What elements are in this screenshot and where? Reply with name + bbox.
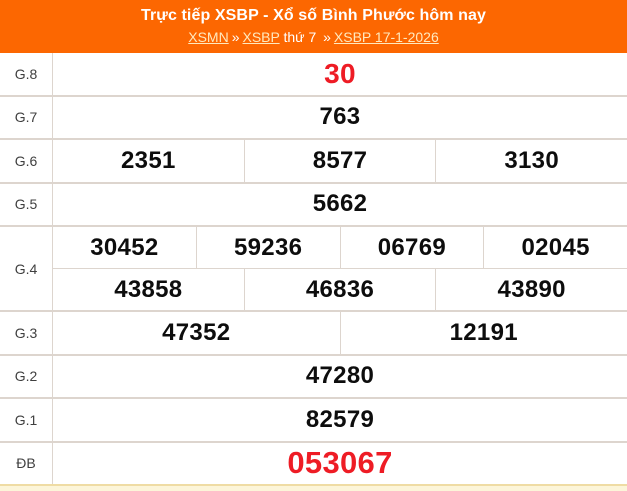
breadcrumb-separator: » [231,29,240,45]
prize-values: 47280 [53,356,627,398]
prize-label-g7: G.7 [0,96,53,138]
header: Trực tiếp XSBP - Xổ số Bình Phước hôm na… [0,0,627,53]
prize-number: 47280 [305,362,375,390]
prize-number: 30 [324,57,356,89]
prize-number: 763 [319,103,361,131]
prize-number: 43858 [114,275,183,303]
breadcrumb: XSMN» XSBP thứ 7 » XSBP 17-1-2026 [0,27,627,47]
prize-row-g1: G.1 82579 [0,397,627,441]
page-title: Trực tiếp XSBP - Xổ số Bình Phước hôm na… [140,7,487,24]
prize-number: 3130 [435,140,627,182]
prize-number: 30452 [90,233,159,261]
prize-number: 06769 [339,227,484,268]
prize-number: 2351 [121,146,176,174]
breadcrumb-separator: » [323,29,331,45]
prize-number: 59236 [195,227,340,268]
prize-label-g5: G.5 [0,183,53,225]
prize-sub-row: 30452 59236 06769 02045 [53,227,627,268]
prize-number: 8577 [243,140,436,182]
prize-row-g2: G.2 47280 [0,353,627,398]
prize-number: 82579 [305,405,375,433]
prize-number: 5662 [312,190,368,218]
prize-label-db: ĐB [0,442,53,484]
prize-row-db: ĐB 053067 [0,440,627,485]
prize-label-g3: G.3 [0,312,53,354]
breadcrumb-weekday: thứ 7 [283,29,317,45]
results-table: G.8 30 G.7 763 G.6 2351 8577 3130 G.5 5662 G.4 3045… [0,53,627,484]
prize-row-g4: G.4 30452 59236 06769 02045 43858 46836 43890 [0,225,627,310]
breadcrumb-link-xsmn[interactable]: XSMN [188,29,229,45]
prize-values: 47352 12191 [53,312,627,354]
prize-label-g6: G.6 [0,140,53,182]
prize-number: 47352 [162,318,231,346]
prize-label-g8: G.8 [0,53,53,95]
prize-number: 12191 [339,312,627,354]
breadcrumb-link-date[interactable]: XSBP 17-1-2026 [333,29,439,45]
prize-values: 30452 59236 06769 02045 43858 46836 43890 [53,227,627,310]
breadcrumb-link-xsbp[interactable]: XSBP [242,29,280,45]
prize-values: 763 [53,97,627,139]
prize-values: 053067 [53,443,627,485]
next-section-top-edge [0,484,627,491]
prize-number: 43890 [435,269,627,310]
prize-number: 02045 [483,227,627,268]
prize-row-g5: G.5 5662 [0,181,627,226]
prize-values: 5662 [53,184,627,226]
prize-values: 30 [53,53,627,95]
prize-number: 053067 [287,445,393,481]
prize-values: 2351 8577 3130 [53,140,627,182]
prize-number: 46836 [243,269,436,310]
prize-values: 82579 [53,399,627,441]
prize-sub-row: 43858 46836 43890 [53,268,627,310]
prize-label-g2: G.2 [0,355,53,397]
prize-row-g8: G.8 30 [0,53,627,95]
prize-row-g7: G.7 763 [0,94,627,139]
prize-row-g6: G.6 2351 8577 3130 [0,138,627,182]
prize-row-g3: G.3 47352 12191 [0,310,627,354]
prize-label-g1: G.1 [0,399,53,441]
prize-label-g4: G.4 [0,227,53,310]
